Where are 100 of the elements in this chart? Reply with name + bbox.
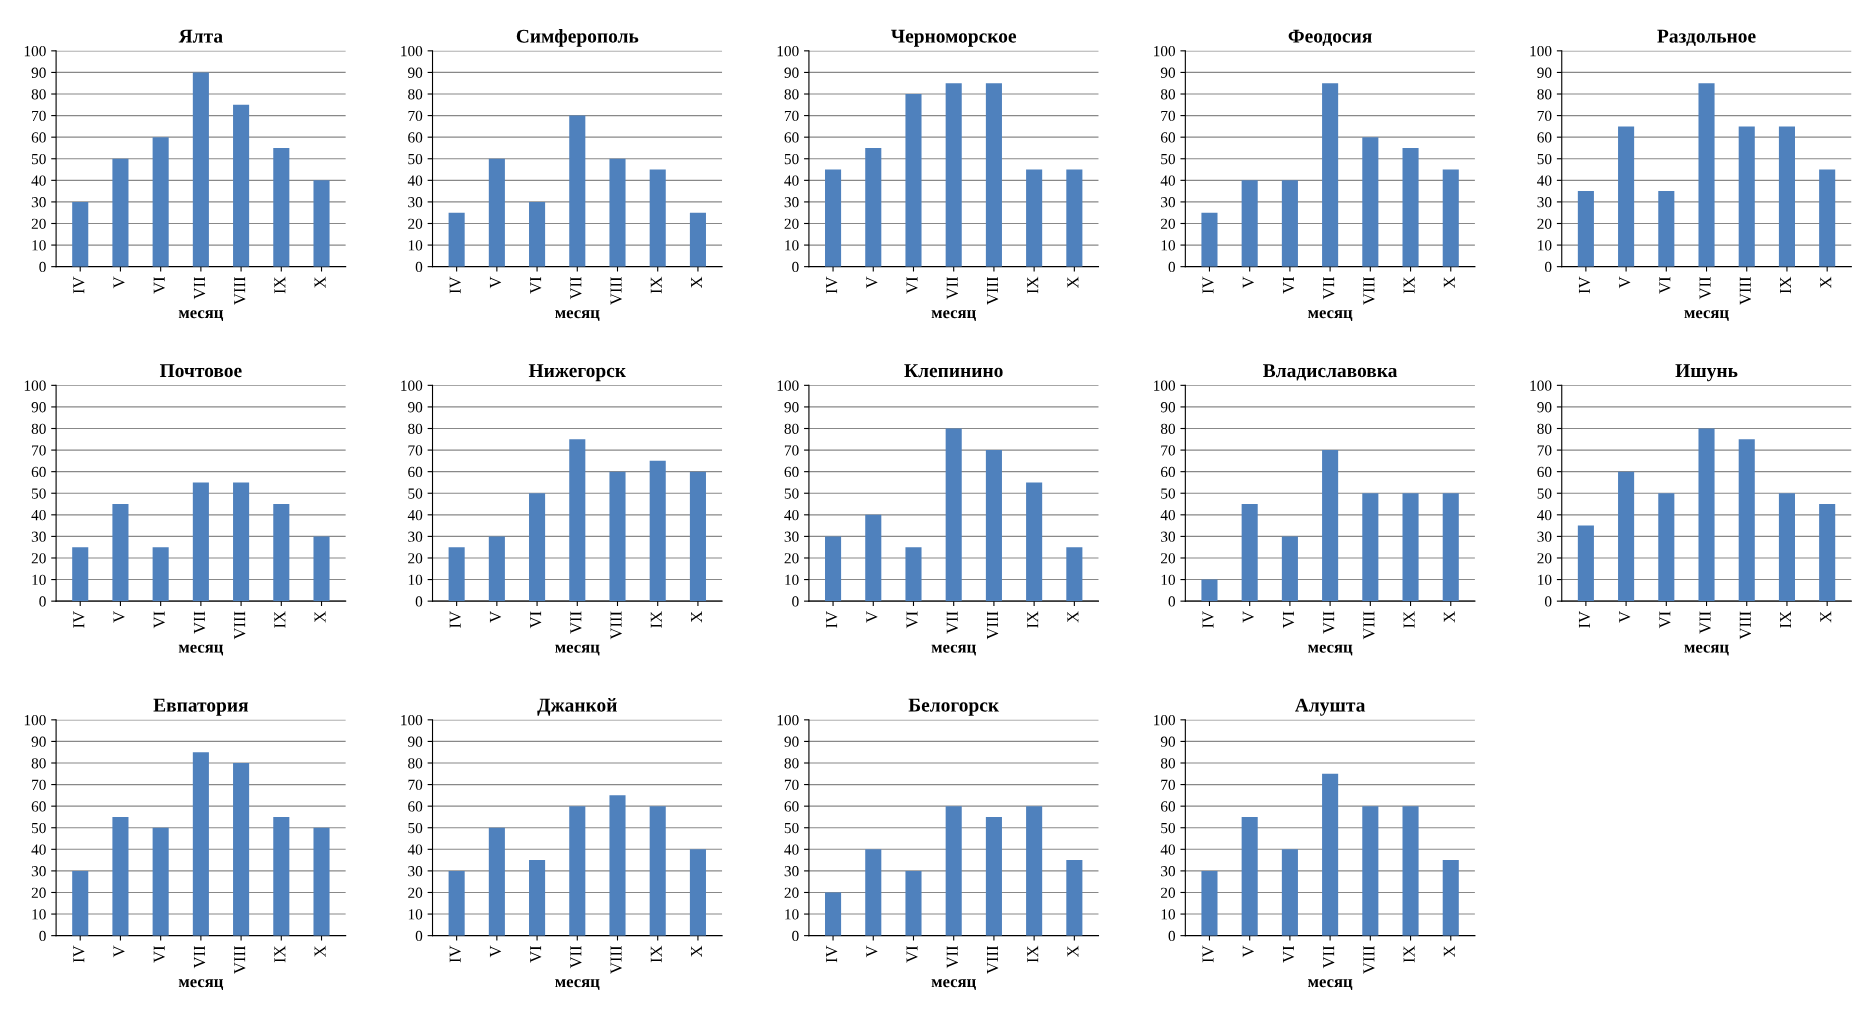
bar [1281, 180, 1298, 267]
y-tick-label: 40 [1537, 175, 1552, 186]
bar [825, 892, 842, 936]
bar [1658, 191, 1675, 267]
y-tick-label: 40 [1160, 509, 1176, 521]
bar [1402, 493, 1419, 602]
y-tick-label: 0 [39, 596, 46, 607]
y-tick-label: 100 [401, 380, 423, 391]
bar [609, 471, 626, 602]
chart-title: Владиславовка [1263, 364, 1398, 381]
y-tick-label: 20 [408, 553, 423, 564]
y-tick-label: 0 [1168, 930, 1176, 942]
y-tick-label: 90 [1160, 736, 1176, 747]
x-tick-label: IX [650, 945, 662, 963]
x-tick-label: IX [650, 276, 662, 294]
chart-title: Алушта [1295, 698, 1366, 716]
y-tick-label: 10 [408, 574, 423, 586]
y-tick-label: 40 [784, 844, 799, 855]
bar [905, 94, 922, 267]
x-tick-label: X [314, 611, 326, 623]
bar [1201, 212, 1218, 267]
y-tick-label: 100 [1154, 380, 1176, 391]
x-axis-title: месяц [931, 310, 976, 321]
y-tick-label: 50 [31, 488, 46, 499]
y-tick-label: 20 [784, 553, 799, 564]
x-tick-label: IX [1027, 945, 1039, 963]
y-tick-label: 0 [792, 596, 799, 607]
y-tick-label: 10 [785, 909, 799, 920]
y-tick-label: 70 [1161, 445, 1176, 456]
x-tick-label: VII [1699, 611, 1711, 634]
bar [1322, 83, 1339, 267]
y-tick-label: 90 [31, 67, 46, 78]
y-tick-label: 10 [32, 240, 46, 251]
x-tick-label: IV [73, 276, 85, 294]
bar [1658, 493, 1675, 602]
y-tick-label: 100 [401, 714, 423, 726]
x-tick-label: VII [1323, 611, 1335, 634]
bar [1362, 137, 1379, 267]
bar [233, 482, 250, 602]
y-tick-label: 30 [31, 197, 46, 208]
bar [529, 201, 546, 267]
x-tick-label: V [1619, 276, 1631, 289]
y-tick-label: 30 [1161, 866, 1176, 877]
x-tick-label: IV [826, 945, 838, 963]
y-tick-label: 0 [1168, 596, 1176, 607]
x-tick-label: VIII [1363, 611, 1375, 640]
bar [865, 849, 882, 936]
x-tick-label: VI [1282, 945, 1295, 963]
x-tick-label: VI [906, 945, 918, 963]
y-tick-label: 10 [408, 909, 423, 920]
x-tick-label: VII [570, 276, 582, 300]
bar [1819, 169, 1836, 267]
bar [488, 827, 505, 936]
x-tick-label: V [113, 276, 125, 289]
y-tick-label: 20 [31, 553, 46, 564]
bar [1241, 180, 1258, 267]
x-tick-label: VIII [1363, 945, 1375, 974]
x-tick-label: IX [1403, 945, 1415, 963]
y-tick-label: 60 [408, 801, 423, 812]
y-tick-label: 80 [1160, 89, 1176, 100]
x-tick-label: V [489, 945, 502, 958]
y-tick-label: 90 [1160, 67, 1176, 78]
y-tick-label: 10 [408, 240, 423, 251]
bar [72, 870, 89, 936]
bar [569, 439, 586, 602]
y-tick-label: 60 [31, 132, 46, 143]
bar [1281, 849, 1298, 936]
y-tick-label: 50 [1161, 153, 1176, 165]
x-tick-label: VIII [987, 276, 999, 305]
y-tick-label: 50 [1537, 153, 1552, 165]
x-tick-label: VI [153, 945, 165, 963]
bar [1618, 126, 1635, 267]
x-tick-label: IX [1780, 276, 1791, 294]
chart-title: Джанкой [537, 698, 617, 716]
y-tick-label: 30 [408, 197, 423, 208]
y-tick-label: 60 [31, 466, 46, 478]
x-tick-label: V [489, 611, 502, 623]
bar [985, 450, 1002, 602]
bar [1738, 439, 1755, 602]
bar [945, 806, 962, 936]
bar [1819, 504, 1836, 602]
bar [1362, 806, 1379, 936]
x-tick-label: IV [1578, 276, 1591, 294]
y-tick-label: 100 [1530, 45, 1552, 57]
x-tick-label: VII [193, 611, 206, 634]
bar [313, 827, 330, 936]
bar [905, 870, 922, 936]
bar [825, 169, 842, 267]
bar [1322, 450, 1339, 602]
x-tick-label: VIII [610, 945, 622, 974]
y-tick-label: 60 [1161, 466, 1176, 478]
bar [1442, 860, 1459, 936]
x-tick-label: IV [449, 945, 461, 963]
y-tick-label: 50 [784, 822, 799, 834]
y-tick-label: 70 [784, 445, 799, 456]
x-tick-label: V [1619, 611, 1631, 623]
bar [1241, 816, 1258, 936]
x-tick-label: VIII [234, 276, 246, 305]
x-tick-label: VIII [234, 611, 246, 640]
x-tick-label: VI [1282, 611, 1295, 629]
